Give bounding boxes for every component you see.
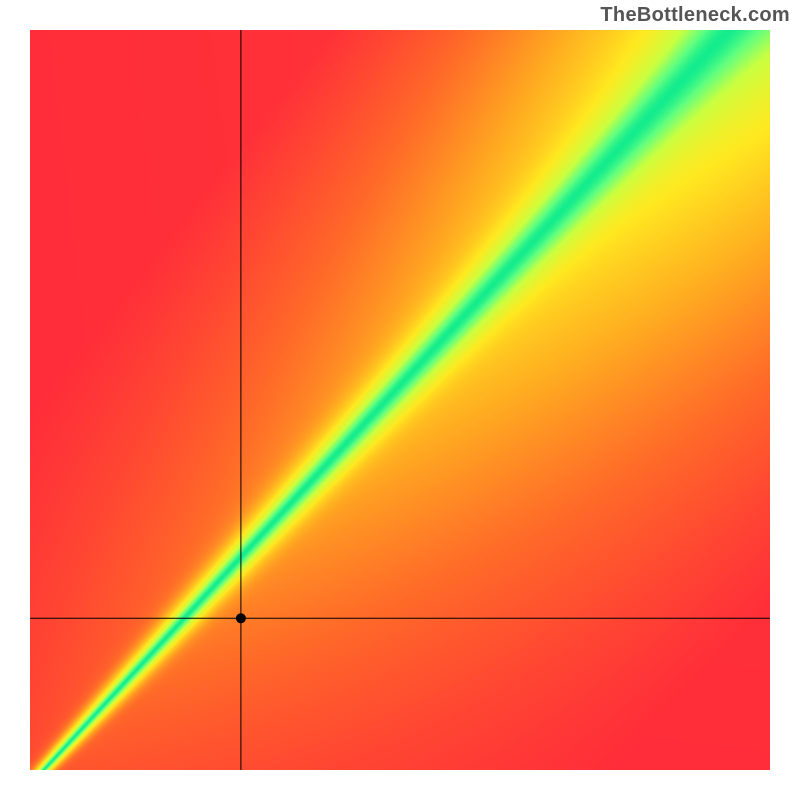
heatmap-canvas bbox=[30, 30, 770, 770]
watermark-text: TheBottleneck.com bbox=[600, 4, 790, 27]
bottleneck-heatmap bbox=[30, 30, 770, 770]
